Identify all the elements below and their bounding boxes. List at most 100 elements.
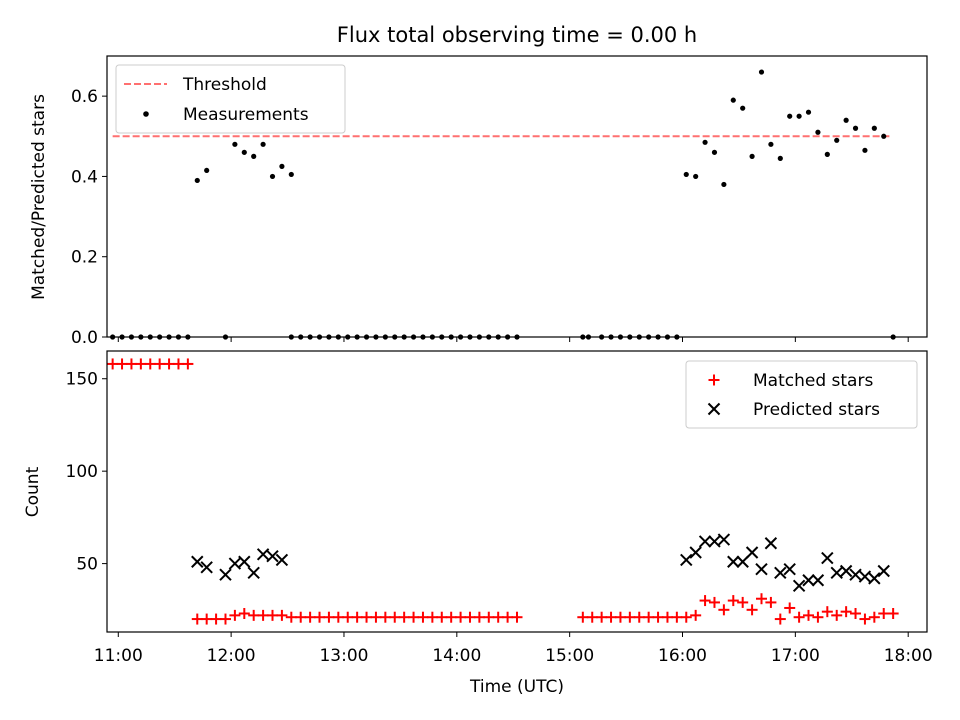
predicted-point — [877, 564, 890, 578]
measurement-point — [749, 153, 755, 159]
predicted-point — [191, 555, 204, 568]
bottom-xtick-label: 14:00 — [432, 646, 481, 666]
matched-point — [304, 611, 316, 623]
matched-point — [229, 609, 241, 621]
matched-point — [361, 611, 373, 623]
predicted-point — [774, 566, 787, 580]
top-panel: Matched/Predicted stars 0.0 0.2 0.4 0.6 Thr… — [29, 55, 928, 348]
predicted-point — [736, 555, 749, 568]
matched-point — [868, 611, 880, 623]
matched-point — [473, 611, 485, 623]
legend-measurements-swatch — [143, 111, 149, 117]
measurement-point — [862, 147, 868, 153]
measurement-point — [702, 139, 708, 145]
measurement-point — [834, 137, 840, 143]
legend-matched-swatch — [708, 374, 720, 386]
matched-point — [125, 358, 137, 370]
predicted-point — [868, 572, 881, 585]
matched-point — [812, 611, 824, 623]
predicted-point-b — [774, 566, 787, 580]
matched-point — [784, 602, 796, 614]
matched-point — [295, 611, 307, 623]
predicted-point-b — [821, 551, 834, 565]
predicted-point-b — [680, 553, 693, 567]
bottom-xtick-label: 15:00 — [545, 646, 594, 666]
predicted-point — [266, 549, 279, 563]
matched-point — [661, 611, 673, 623]
predicted-point-b — [849, 568, 862, 581]
legend-threshold-label: Threshold — [182, 75, 267, 95]
predicted-point-b — [877, 564, 890, 578]
predicted-point — [256, 548, 270, 561]
matched-point — [135, 358, 147, 370]
bottom-plot-area: 50 100 150 11:00 12:00 13:00 14:00 15:00 16:00 17… — [66, 358, 933, 666]
predicted-point-b — [708, 535, 721, 548]
matched-point — [643, 611, 655, 623]
top-ytick-label: 0.4 — [71, 167, 98, 187]
bottom-ytick-label: 100 — [66, 462, 98, 482]
predicted-point — [839, 564, 853, 578]
bottom-xtick-label: 12:00 — [207, 646, 256, 666]
bottom-xtick-label: 11:00 — [94, 646, 143, 666]
matched-point — [107, 358, 119, 370]
bottom-legend: Matched stars Predicted stars — [685, 360, 918, 429]
measurement-point — [787, 113, 793, 119]
matched-point — [492, 611, 504, 623]
measurement-point — [683, 171, 689, 178]
matched-point — [191, 613, 203, 625]
matched-point — [370, 611, 382, 623]
predicted-point — [219, 568, 232, 581]
predicted-point-b — [247, 566, 260, 580]
measurement-point — [796, 113, 802, 119]
predicted-point — [755, 562, 768, 576]
legend-matched-marker — [708, 374, 720, 386]
bottom-xtick-label: 17:00 — [771, 646, 820, 666]
legend-predicted-swatch — [707, 402, 721, 416]
matched-point — [219, 613, 231, 625]
matched-point — [605, 611, 617, 623]
matched-point — [718, 604, 730, 616]
predicted-point — [727, 555, 740, 568]
matched-point — [276, 609, 288, 621]
matched-point — [464, 611, 476, 623]
predicted-point-b — [764, 537, 778, 550]
predicted-point-b — [200, 561, 213, 574]
predicted-point-b — [830, 566, 843, 580]
matched-point — [840, 606, 852, 618]
predicted-point-b — [783, 562, 796, 576]
matched-point — [878, 608, 890, 620]
top-ytick-label: 0.2 — [71, 248, 98, 268]
matched-point — [633, 611, 645, 623]
predicted-point-b — [275, 553, 289, 567]
measurement-point — [241, 149, 247, 155]
predicted-point-b — [755, 562, 768, 576]
matched-point — [690, 609, 702, 621]
matched-point — [163, 358, 175, 370]
measurement-point — [777, 155, 783, 161]
matched-point — [445, 611, 457, 623]
matched-point — [332, 611, 344, 623]
matched-point — [793, 611, 805, 623]
measurement-point — [232, 141, 238, 147]
measurement-point — [843, 117, 849, 123]
top-legend: Threshold Measurements — [115, 64, 346, 134]
measurement-point — [740, 105, 746, 111]
matched-point — [116, 358, 128, 370]
matched-point — [417, 611, 429, 623]
matched-point — [210, 613, 222, 625]
predicted-point-b — [228, 557, 242, 570]
predicted-point-b — [238, 555, 251, 568]
measurement-point — [881, 133, 887, 139]
measurement-point — [824, 151, 830, 157]
legend-predicted-label: Predicted stars — [753, 400, 880, 420]
matched-point — [699, 595, 711, 607]
bottom-xtick-label: 16:00 — [658, 646, 707, 666]
x-axis-label: Time (UTC) — [469, 677, 564, 697]
bottom-xtick-label: 13:00 — [319, 646, 368, 666]
measurement-point — [768, 141, 774, 147]
matched-point — [755, 593, 767, 605]
predicted-point-b — [811, 574, 825, 587]
matched-point — [765, 596, 777, 608]
matched-point — [379, 611, 391, 623]
